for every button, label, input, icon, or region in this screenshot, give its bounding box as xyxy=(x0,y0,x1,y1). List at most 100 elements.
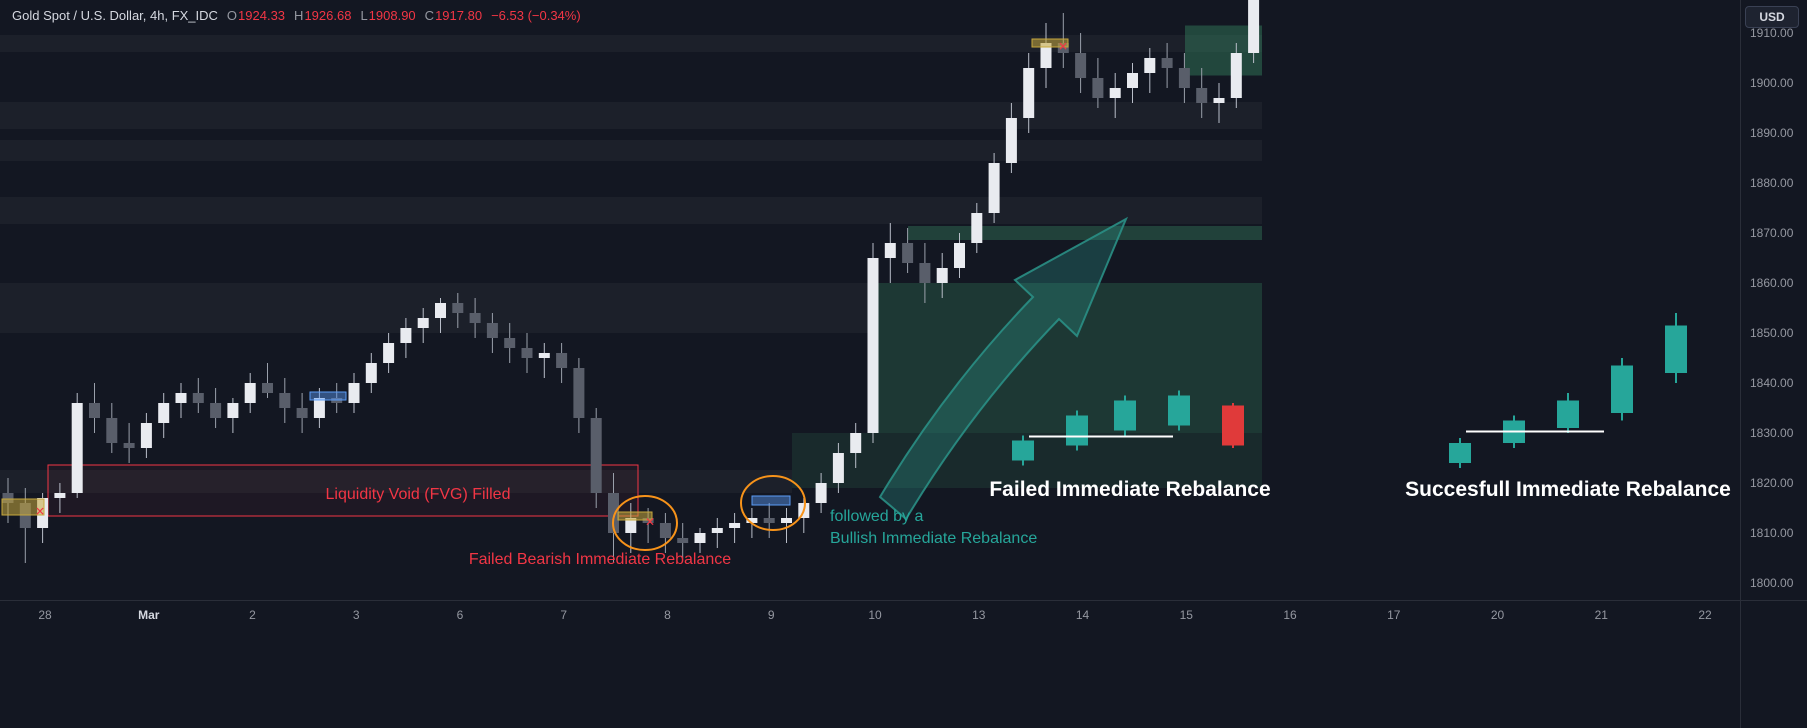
failed-rebalance-diagram[interactable] xyxy=(1012,390,1244,466)
time-tick-label: 3 xyxy=(353,608,360,622)
diagram-candle[interactable] xyxy=(1557,400,1579,429)
candle-body xyxy=(210,403,222,418)
liquidity-void-label[interactable]: Liquidity Void (FVG) Filled xyxy=(326,486,511,503)
time-axis[interactable]: 28 Mar 2 3 6 7 8 9 10 13 14 15 16 17 20 21 22 xyxy=(38,608,1712,622)
highlight-circle[interactable] xyxy=(740,475,806,531)
successful-immediate-label[interactable]: Succesfull Immediate Rebalance xyxy=(1405,478,1731,501)
candle-body xyxy=(988,163,1000,213)
candle-body xyxy=(1092,78,1104,98)
currency-button[interactable]: USD xyxy=(1745,6,1799,28)
candle-body xyxy=(538,353,550,358)
price-tick-label: 1870.00 xyxy=(1750,226,1794,240)
ohlc-low: L 1908.90 xyxy=(360,8,415,23)
close-value: 1917.80 xyxy=(435,8,483,23)
diagram-candle[interactable] xyxy=(1665,325,1687,374)
candle-body xyxy=(435,303,446,318)
candle xyxy=(123,423,135,463)
candle-body xyxy=(902,243,914,263)
failed-bearish-label[interactable]: Failed Bearish Immediate Rebalance xyxy=(469,551,731,568)
candle xyxy=(400,318,412,358)
candle-body xyxy=(608,493,619,533)
failed-immediate-label[interactable]: Failed Immediate Rebalance xyxy=(989,478,1270,501)
candle-body xyxy=(659,523,671,538)
candle-body xyxy=(452,303,464,313)
candle xyxy=(140,413,152,458)
diagram-candle[interactable] xyxy=(1066,415,1088,446)
bullish-followup-label[interactable]: Bullish Immediate Rebalance xyxy=(830,530,1037,547)
candle-body xyxy=(746,518,758,523)
highlight-circle[interactable] xyxy=(612,495,678,551)
price-tick-label: 1880.00 xyxy=(1750,176,1794,190)
candle xyxy=(262,363,273,398)
candle-body xyxy=(175,393,187,403)
failed-x-icon: ✕ xyxy=(1058,40,1068,54)
chart-legend[interactable]: Gold Spot / U.S. Dollar, 4h, FX_IDC O 192… xyxy=(12,8,581,23)
ohlc-high: H 1926.68 xyxy=(294,8,351,23)
drawings-layer xyxy=(612,216,1687,551)
diagram-candle[interactable] xyxy=(1114,400,1136,431)
candle-body xyxy=(279,393,291,408)
ohlc-open: O 1924.33 xyxy=(227,8,285,23)
candle xyxy=(71,393,83,498)
bullish-arrow[interactable] xyxy=(878,216,1129,521)
time-tick-label: 15 xyxy=(1180,608,1194,622)
candle-body xyxy=(504,338,516,348)
successful-rebalance-diagram[interactable] xyxy=(1449,313,1687,468)
candle xyxy=(1040,23,1052,88)
candle-body xyxy=(89,403,100,418)
diagram-candle[interactable] xyxy=(1222,405,1244,446)
candle-body xyxy=(694,533,706,543)
candle xyxy=(158,393,170,438)
candle-body xyxy=(1023,68,1035,118)
diagram-candle[interactable] xyxy=(1168,395,1190,426)
candle xyxy=(677,523,689,558)
candle xyxy=(417,308,429,343)
candle-body xyxy=(365,363,377,383)
liquidity-void-box[interactable] xyxy=(47,464,639,517)
candle xyxy=(1196,68,1208,118)
candle-body xyxy=(1040,43,1052,68)
candle-body xyxy=(919,263,931,283)
candle-body xyxy=(850,433,862,453)
candle-body xyxy=(106,418,118,443)
symbol-title[interactable]: Gold Spot / U.S. Dollar, 4h, FX_IDC xyxy=(12,8,218,23)
rebalance-marker xyxy=(617,511,653,521)
time-tick-label: 28 xyxy=(38,608,52,622)
price-tick-label: 1850.00 xyxy=(1750,326,1794,340)
candle xyxy=(244,373,256,413)
rebalance-marker xyxy=(309,391,347,401)
time-tick-label: 10 xyxy=(868,608,882,622)
candle xyxy=(1144,48,1156,93)
diagram-candle[interactable] xyxy=(1611,365,1633,414)
candle-body xyxy=(1144,58,1156,73)
candle xyxy=(1178,53,1190,103)
rebalance-marker xyxy=(751,495,791,506)
bullish-followup-label[interactable]: followed by a xyxy=(830,508,923,525)
candle xyxy=(469,298,481,338)
candle-body xyxy=(140,423,152,448)
candle-body xyxy=(1230,53,1242,98)
candle xyxy=(694,528,706,553)
time-tick-label: 7 xyxy=(560,608,567,622)
candle-body xyxy=(832,453,844,483)
candle-body xyxy=(573,368,585,418)
candle xyxy=(556,343,568,383)
diagram-candle[interactable] xyxy=(1012,440,1034,461)
candle-body xyxy=(1075,53,1087,78)
candle xyxy=(1092,58,1104,108)
open-label: O xyxy=(226,8,238,23)
candle-body xyxy=(763,518,775,523)
open-value: 1924.33 xyxy=(238,8,286,23)
time-tick-label: 8 xyxy=(664,608,671,622)
time-tick-label: Mar xyxy=(138,608,160,622)
session-band xyxy=(0,197,1262,224)
candle-body xyxy=(556,353,568,368)
candle xyxy=(832,443,844,493)
candle-body xyxy=(244,383,256,403)
candle-body xyxy=(1109,88,1121,98)
price-axis[interactable]: 1910.00 1900.00 1890.00 1880.00 1870.00 1860.… xyxy=(1750,26,1794,590)
diagram-candle[interactable] xyxy=(1449,443,1471,463)
candle-body xyxy=(590,418,602,493)
